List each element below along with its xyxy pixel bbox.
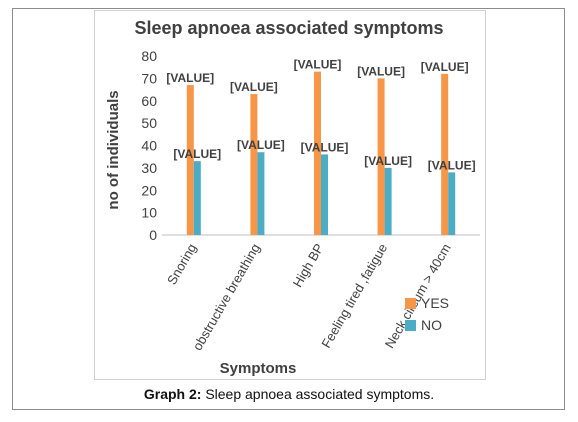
data-label: [VALUE] <box>357 64 405 78</box>
y-axis-label: no of individuals <box>105 90 122 209</box>
bar-no <box>448 172 456 235</box>
bar-yes <box>250 94 258 235</box>
data-label: [VALUE] <box>301 140 349 154</box>
y-tick-label: 0 <box>149 227 157 243</box>
chart-area-border <box>94 10 486 380</box>
x-tick-label: Feeling tired ,fatigue <box>318 241 390 351</box>
y-tick-label: 40 <box>141 138 157 154</box>
x-tick-label: obstructive breathing <box>190 241 263 353</box>
data-label: [VALUE] <box>166 71 214 85</box>
figure-caption: Graph 2: Sleep apnoea associated symptom… <box>0 386 578 402</box>
legend-swatch-no <box>405 320 416 331</box>
bar-yes <box>314 71 321 235</box>
bar-no <box>193 161 201 235</box>
y-tick-label: 20 <box>141 182 157 198</box>
bar-no <box>384 167 392 235</box>
bar-no <box>321 154 328 235</box>
y-tick-label: 30 <box>141 160 157 176</box>
bar-yes <box>377 78 385 235</box>
x-tick-label: Snoring <box>164 241 199 287</box>
bar-no <box>257 152 265 235</box>
data-label: [VALUE] <box>421 60 469 74</box>
x-axis-label: Symptoms <box>220 360 297 377</box>
y-tick-label: 50 <box>141 115 157 131</box>
data-label: [VALUE] <box>237 138 285 152</box>
bar-yes <box>186 85 194 236</box>
data-label: [VALUE] <box>294 58 342 72</box>
legend-swatch-yes <box>405 298 416 309</box>
x-tick-label: High BP <box>290 241 327 290</box>
bar-yes <box>441 73 449 236</box>
y-tick-label: 80 <box>141 48 157 64</box>
y-tick-label: 70 <box>141 70 157 86</box>
y-tick-label: 10 <box>141 205 157 221</box>
y-tick-label: 60 <box>141 93 157 109</box>
data-label: [VALUE] <box>230 80 278 94</box>
data-label: [VALUE] <box>364 154 412 168</box>
legend-label-yes: YES <box>421 295 449 311</box>
data-label: [VALUE] <box>428 158 476 172</box>
caption-label: Graph 2: <box>143 386 202 402</box>
legend-label-no: NO <box>421 317 442 333</box>
data-label: [VALUE] <box>173 147 221 161</box>
caption-text: Sleep apnoea associated symptoms. <box>201 386 435 402</box>
chart-title: Sleep apnoea associated symptoms <box>134 18 443 38</box>
